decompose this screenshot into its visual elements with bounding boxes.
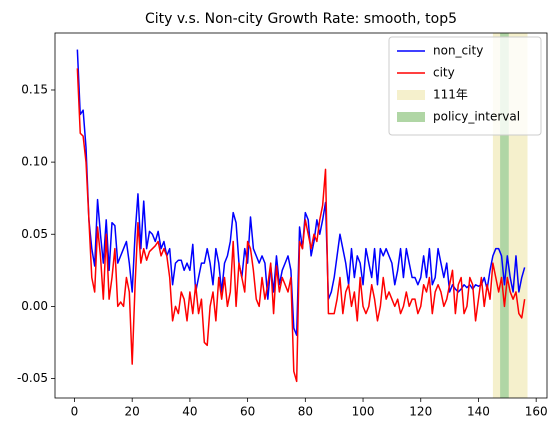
x-tick-label: 20 — [125, 405, 140, 419]
x-tick-label: 60 — [240, 405, 255, 419]
line-series — [76, 68, 526, 383]
x-tick-label: 40 — [182, 405, 197, 419]
x-tick-label: 140 — [467, 405, 490, 419]
legend-label: non_city — [433, 44, 483, 58]
x-tick-label: 0 — [71, 405, 79, 419]
legend-swatch — [397, 90, 425, 100]
legend-box — [388, 36, 542, 136]
x-tick-label: 120 — [409, 405, 432, 419]
legend-swatch — [397, 112, 425, 122]
y-tick-label: 0.10 — [21, 155, 48, 169]
span — [500, 33, 509, 398]
plot-frame — [54, 32, 548, 399]
x-tick-label: 80 — [298, 405, 313, 419]
y-tick-label: -0.05 — [17, 371, 48, 385]
x-tick-label: 160 — [525, 405, 548, 419]
y-tick-label: 0.00 — [21, 299, 48, 313]
line-series — [76, 49, 526, 336]
legend-label: 111年 — [433, 88, 468, 102]
chart-title: City v.s. Non-city Growth Rate: smooth, … — [145, 11, 457, 27]
x-tick-label: 100 — [352, 405, 375, 419]
legend-label: city — [433, 66, 455, 80]
y-tick-label: 0.15 — [21, 82, 48, 96]
y-tick-label: 0.05 — [21, 227, 48, 241]
legend-label: policy_interval — [433, 110, 520, 124]
